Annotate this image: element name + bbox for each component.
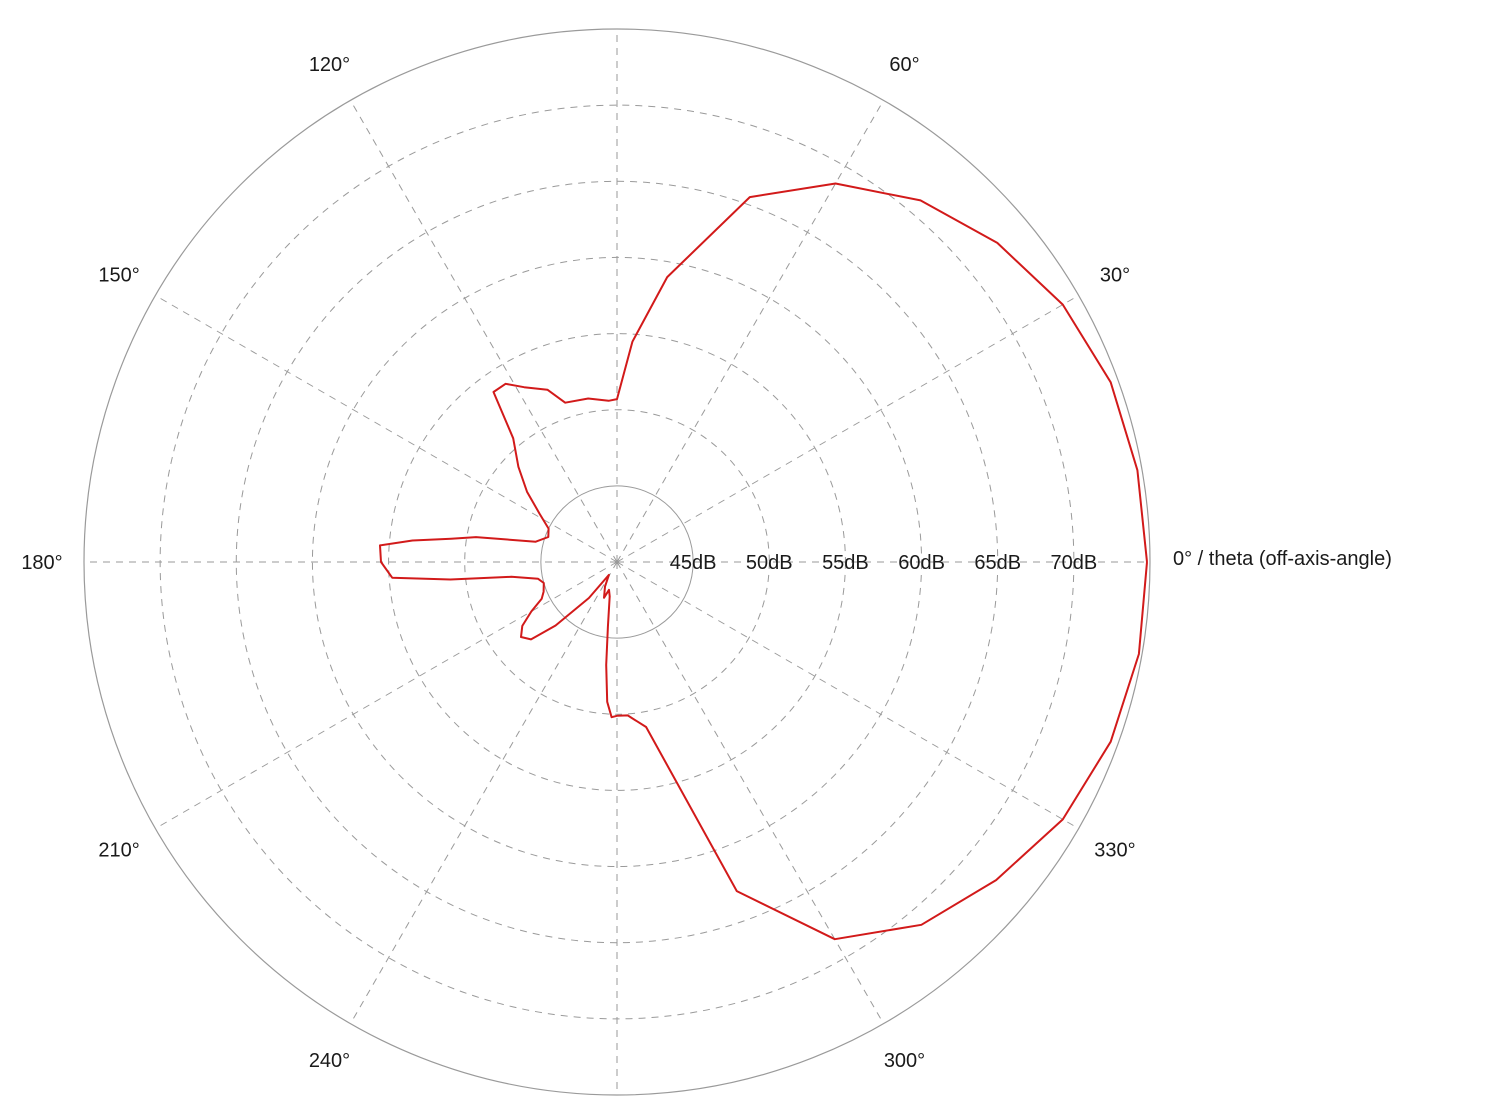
series-layer [379, 182, 1148, 941]
grid-spoke-210 [155, 561, 618, 829]
angle-tick-label-240: 240° [309, 1050, 350, 1072]
axis-title: 0° / theta (off-axis-angle) [1173, 548, 1392, 570]
grid-spoke-150 [155, 295, 618, 563]
angle-tick-label-330: 330° [1094, 840, 1135, 862]
grid-spoke-60 [616, 100, 884, 563]
grid-spoke-300 [616, 561, 884, 1024]
grid-ring-55 [388, 333, 846, 791]
angle-tick-label-300: 300° [884, 1050, 925, 1072]
angle-tick-label-120: 120° [309, 54, 350, 76]
r-tick-label-65: 65dB [974, 552, 1021, 574]
angle-tick-label-180: 180° [21, 552, 62, 574]
outer-circle [83, 28, 1151, 1096]
r-tick-label-70: 70dB [1050, 552, 1097, 574]
r-tick-label-60: 60dB [898, 552, 945, 574]
grid-spoke-120 [350, 100, 618, 563]
grid-spoke-30 [616, 295, 1079, 563]
grid-ring-50 [464, 409, 770, 715]
angle-tick-label-150: 150° [98, 265, 139, 287]
r-tick-label-55: 55dB [822, 552, 869, 574]
series-line-0 [379, 182, 1148, 941]
polar-grid [83, 28, 1151, 1096]
angle-tick-label-30: 30° [1100, 265, 1130, 287]
grid-ring-45 [540, 485, 694, 639]
r-tick-label-45: 45dB [670, 552, 717, 574]
label-layer: 30°60°90°120°150°180°210°240°270°300°330… [21, 54, 1135, 1072]
angle-tick-label-60: 60° [889, 54, 919, 76]
grid-spoke-330 [616, 561, 1079, 829]
r-tick-label-50: 50dB [746, 552, 793, 574]
grid-spoke-240 [350, 561, 618, 1024]
angle-tick-label-210: 210° [98, 840, 139, 862]
